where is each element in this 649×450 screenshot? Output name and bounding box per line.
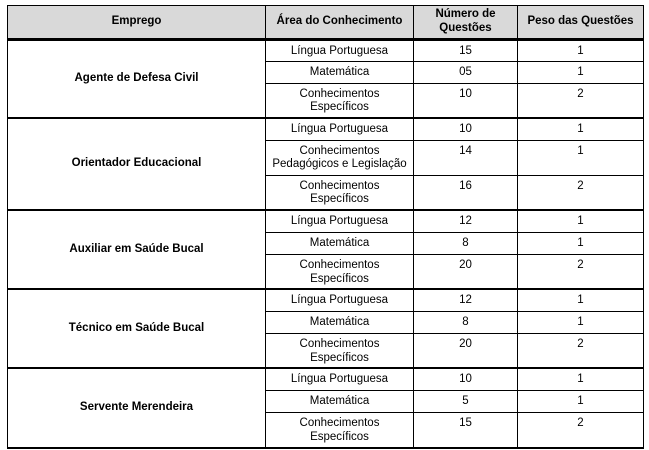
questoes-cell: 5 (413, 389, 518, 413)
questoes-cell: 8 (413, 310, 518, 334)
area-cell: Língua Portuguesa (265, 288, 414, 312)
questoes-cell: 12 (413, 288, 518, 312)
area-cell: Conhecimentos Específicos (265, 411, 414, 449)
table-row: Servente Merendeira Língua Portuguesa 10 1 (7, 367, 644, 449)
table-row: Conhecimentos Específicos 16 2 (8, 174, 644, 211)
questoes-cell: 16 (413, 174, 518, 211)
peso-cell: 1 (517, 389, 644, 413)
table-row: Agente de Defesa Civil Língua Portuguesa 1… (7, 38, 644, 119)
questoes-cell: 15 (413, 38, 518, 62)
peso-cell: 2 (517, 174, 644, 211)
questoes-cell: 8 (413, 231, 518, 255)
job-cell: Servente Merendeira (7, 367, 266, 449)
peso-cell: 2 (517, 82, 644, 119)
peso-cell: 1 (517, 209, 644, 233)
table-row: Matemática 8 1 (8, 231, 644, 255)
area-cell: Conhecimentos Pedagógicos e Legislação (265, 139, 414, 176)
col-header-peso-questoes: Peso das Questões (517, 5, 644, 41)
area-cell: Língua Portuguesa (265, 117, 414, 141)
peso-cell: 1 (517, 117, 644, 141)
table-row: Orientador Educacional Língua Portuguesa 1… (7, 117, 644, 211)
peso-cell: 2 (517, 253, 644, 290)
questoes-cell: 15 (413, 411, 518, 449)
job-cell: Agente de Defesa Civil (7, 38, 266, 119)
area-cell: Língua Portuguesa (265, 209, 414, 233)
exam-subjects-table: Emprego Área do Conhecimento Número de Q… (7, 5, 644, 449)
questoes-cell: 10 (413, 367, 518, 391)
table-row: Técnico em Saúde Bucal Língua Portuguesa 1… (7, 288, 644, 369)
peso-cell: 1 (517, 367, 644, 391)
table-row: Conhecimentos Específicos 20 2 (8, 253, 644, 290)
header-row: Emprego Área do Conhecimento Número de Q… (7, 5, 644, 41)
questoes-cell: 14 (413, 139, 518, 176)
area-cell: Língua Portuguesa (265, 367, 414, 391)
peso-cell: 2 (517, 411, 644, 449)
col-header-area-conhecimento: Área do Conhecimento (265, 5, 414, 41)
job-cell: Orientador Educacional (7, 117, 266, 211)
table-row: Matemática 8 1 (8, 310, 644, 334)
area-cell: Língua Portuguesa (265, 38, 414, 62)
area-cell: Matemática (265, 310, 414, 334)
area-cell: Matemática (265, 389, 414, 413)
peso-cell: 1 (517, 310, 644, 334)
peso-cell: 1 (517, 231, 644, 255)
questoes-cell: 12 (413, 209, 518, 233)
peso-cell: 2 (517, 332, 644, 369)
job-cell: Auxiliar em Saúde Bucal (7, 209, 266, 290)
questoes-cell: 05 (413, 60, 518, 84)
questoes-cell: 10 (413, 117, 518, 141)
area-cell: Conhecimentos Específicos (265, 82, 414, 119)
area-cell: Matemática (265, 231, 414, 255)
peso-cell: 1 (517, 60, 644, 84)
col-header-numero-questoes: Número de Questões (413, 5, 518, 41)
area-cell: Conhecimentos Específicos (265, 174, 414, 211)
area-cell: Conhecimentos Específicos (265, 332, 414, 369)
peso-cell: 1 (517, 139, 644, 176)
questoes-cell: 20 (413, 253, 518, 290)
col-header-emprego: Emprego (7, 5, 266, 41)
area-cell: Conhecimentos Específicos (265, 253, 414, 290)
questoes-cell: 10 (413, 82, 518, 119)
table-row: Conhecimentos Específicos 15 2 (8, 411, 644, 449)
job-cell: Técnico em Saúde Bucal (7, 288, 266, 369)
table-row: Conhecimentos Pedagógicos e Legislação 14… (8, 139, 644, 176)
table-body: Agente de Defesa Civil Língua Portuguesa 1… (7, 38, 644, 449)
table-row: Auxiliar em Saúde Bucal Língua Portuguesa… (7, 209, 644, 290)
area-cell: Matemática (265, 60, 414, 84)
peso-cell: 1 (517, 288, 644, 312)
questoes-cell: 20 (413, 332, 518, 369)
peso-cell: 1 (517, 38, 644, 62)
